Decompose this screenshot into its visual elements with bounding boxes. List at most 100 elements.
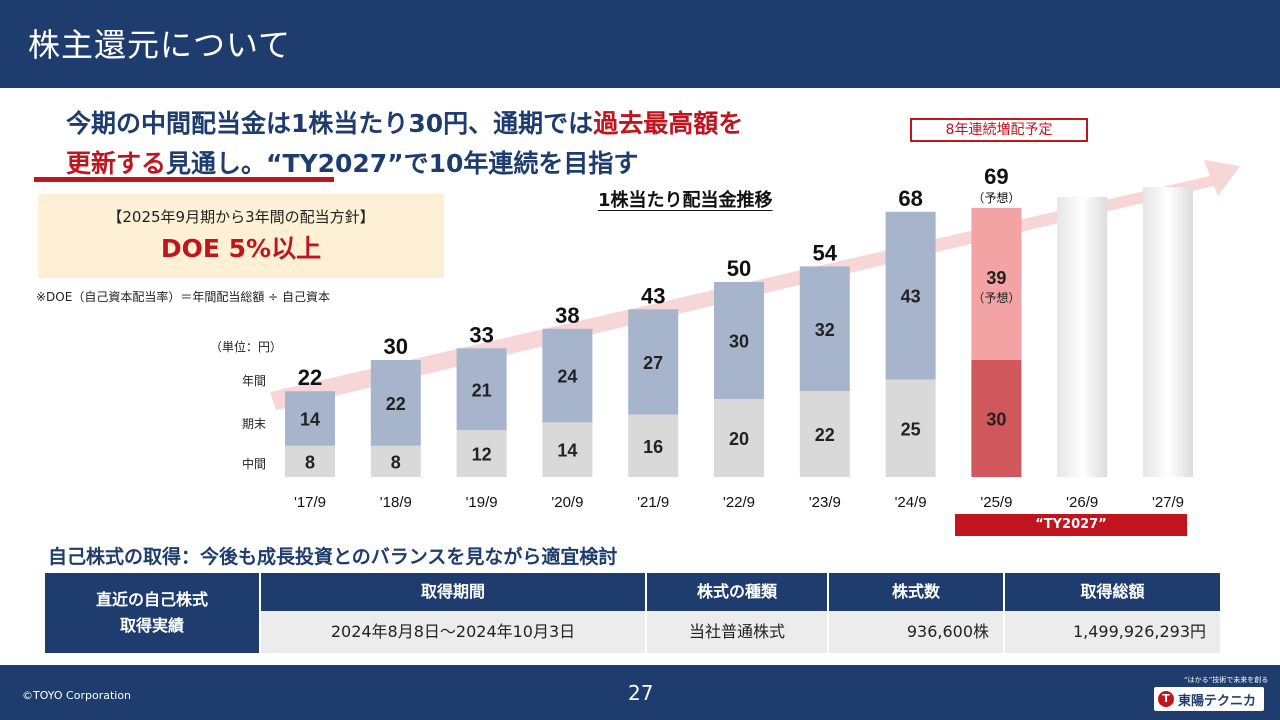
dividend-policy-box: 【2025年9月期から3年間の配当方針】 DOE 5%以上: [38, 194, 444, 278]
headline-underline: [34, 177, 334, 182]
bar-interim: [799, 391, 850, 477]
bar-interim: [628, 414, 679, 477]
buyback-header-period: 取得期間: [261, 573, 645, 611]
future-bar: [1143, 187, 1193, 477]
forecast-note: （予想）: [972, 290, 1020, 305]
dividend-chart: '17/9 8 14 22 '18/9 8 22 30 '19/9 12 21 33 '20/9 14 24…: [270, 160, 1240, 511]
value-label-interim: 20: [729, 429, 749, 449]
buyback-value-amount: 1,499,926,293円: [1005, 611, 1220, 653]
policy-period: 【2025年9月期から3年間の配当方針】: [107, 208, 375, 226]
bar-year-end: [971, 207, 1022, 360]
buyback-header-amount: 取得総額: [1005, 573, 1220, 611]
policy-doe: DOE 5%以上: [160, 234, 322, 263]
buyback-header-shares: 株式数: [829, 573, 1003, 611]
value-label-interim: 8: [391, 452, 401, 472]
buyback-table: 直近の自己株式 取得実績 取得期間 2024年8月8日～2024年10月3日 株…: [45, 573, 1220, 653]
consecutive-increase-tag: 8年連続増配予定: [910, 118, 1088, 142]
value-label-interim: 14: [557, 441, 577, 461]
bar-interim: [285, 445, 335, 477]
buyback-value-type: 当社普通株式: [647, 611, 827, 653]
doe-note: ※DOE（自己資本配当率）＝年間配当総額 ÷ 自己資本: [36, 290, 331, 304]
buyback-col-shares: 株式数 936,600株: [829, 573, 1003, 653]
total-label: 54: [813, 240, 838, 265]
row-label-year-end: 期末: [242, 417, 267, 431]
x-tick-label: '18/9: [380, 494, 412, 511]
value-label-year-end: 24: [557, 367, 577, 387]
row-label-interim: 中間: [242, 457, 267, 471]
value-label-interim: 16: [643, 437, 663, 457]
page-number: 27: [628, 681, 654, 705]
x-tick-label: '23/9: [809, 494, 841, 511]
total-label: 33: [469, 322, 493, 347]
bar-year-end: [456, 348, 507, 431]
x-tick-label: '24/9: [895, 494, 927, 511]
x-tick-label: '22/9: [723, 494, 755, 511]
x-tick-label: '26/9: [1066, 494, 1098, 511]
buyback-row-head-line1: 直近の自己株式: [95, 590, 208, 609]
bar-interim: [456, 430, 507, 477]
bar-year-end: [714, 282, 764, 399]
headline-part2: 過去最高額を: [593, 109, 744, 138]
x-tick-label: '27/9: [1152, 494, 1184, 511]
buyback-col-period: 取得期間 2024年8月8日～2024年10月3日: [261, 573, 645, 653]
headline-part1: 今期の中間配当金は1株当たり30円、通期では: [66, 109, 594, 138]
bar-year-end: [885, 211, 936, 380]
value-label-interim: 22: [815, 425, 835, 445]
forecast-note: （予想）: [972, 190, 1020, 205]
value-label-year-end: 43: [901, 287, 921, 307]
page-title: 株主還元について: [28, 26, 292, 64]
bar-year-end: [799, 266, 850, 392]
value-label-year-end: 32: [815, 320, 835, 340]
bar-interim: [885, 379, 936, 477]
bar-interim: [542, 422, 593, 477]
buyback-col-type: 株式の種類 当社普通株式: [647, 573, 827, 653]
buyback-header-type: 株式の種類: [647, 573, 827, 611]
total-label: 43: [641, 283, 665, 308]
value-label-year-end: 22: [386, 394, 406, 414]
x-tick-label: '20/9: [551, 494, 583, 511]
bar-year-end: [370, 360, 421, 446]
value-label-year-end: 30: [729, 332, 749, 352]
x-tick-label: '19/9: [466, 494, 498, 511]
ty2027-label: “TY2027”: [955, 514, 1187, 536]
value-label-interim: 30: [986, 410, 1006, 430]
buyback-title: 自己株式の取得：今後も成長投資とのバランスを見ながら適宜検討: [48, 546, 618, 568]
value-label-interim: 12: [472, 445, 492, 465]
total-label: 69: [984, 164, 1008, 189]
bar-year-end: [285, 391, 335, 446]
copyright: ©TOYO Corporation: [22, 689, 132, 702]
value-label-year-end: 39: [986, 268, 1006, 288]
total-label: 38: [555, 303, 579, 328]
buyback-row-head-line2: 取得実績: [119, 616, 184, 635]
header-bar: 株主還元について: [0, 0, 1280, 88]
buyback-row-head: 直近の自己株式 取得実績: [45, 573, 259, 653]
footer-bar: ©TOYO Corporation 27 “はかる”技術で未来を創る T 東陽テ…: [0, 665, 1280, 720]
bar-interim: [370, 445, 421, 477]
total-label: 68: [898, 186, 922, 211]
value-label-year-end: 27: [643, 353, 663, 373]
chart-title: 1株当たり配当金推移: [598, 190, 773, 211]
bar-year-end: [542, 328, 593, 423]
headline: 今期の中間配当金は1株当たり30円、通期では過去最高額を 更新する見通し。“TY…: [66, 104, 743, 184]
x-tick-label: '25/9: [980, 494, 1012, 511]
headline-part3: 更新する: [66, 149, 167, 178]
buyback-col-amount: 取得総額 1,499,926,293円: [1005, 573, 1220, 653]
total-label: 30: [384, 334, 408, 359]
total-label: 22: [298, 365, 322, 390]
buyback-value-period: 2024年8月8日～2024年10月3日: [261, 611, 645, 653]
company-tagline: “はかる”技術で未来を創る: [1184, 676, 1269, 684]
buyback-value-shares: 936,600株: [829, 611, 1003, 653]
value-label-interim: 8: [305, 452, 315, 472]
company-logo: T 東陽テクニカ: [1154, 687, 1264, 711]
logo-text: 東陽テクニカ: [1178, 693, 1257, 709]
value-label-interim: 25: [901, 419, 921, 439]
row-label-annual: 年間: [242, 374, 267, 388]
headline-part4: 見通し。“TY2027”で10年連続を目指す: [166, 149, 639, 178]
unit-label: （単位：円）: [210, 340, 283, 354]
bar-interim: [971, 360, 1022, 477]
x-tick-label: '17/9: [294, 494, 326, 511]
logo-mark-icon: T: [1158, 691, 1174, 707]
bar-year-end: [628, 309, 679, 415]
future-bar: [1057, 197, 1108, 477]
value-label-year-end: 21: [472, 380, 492, 400]
